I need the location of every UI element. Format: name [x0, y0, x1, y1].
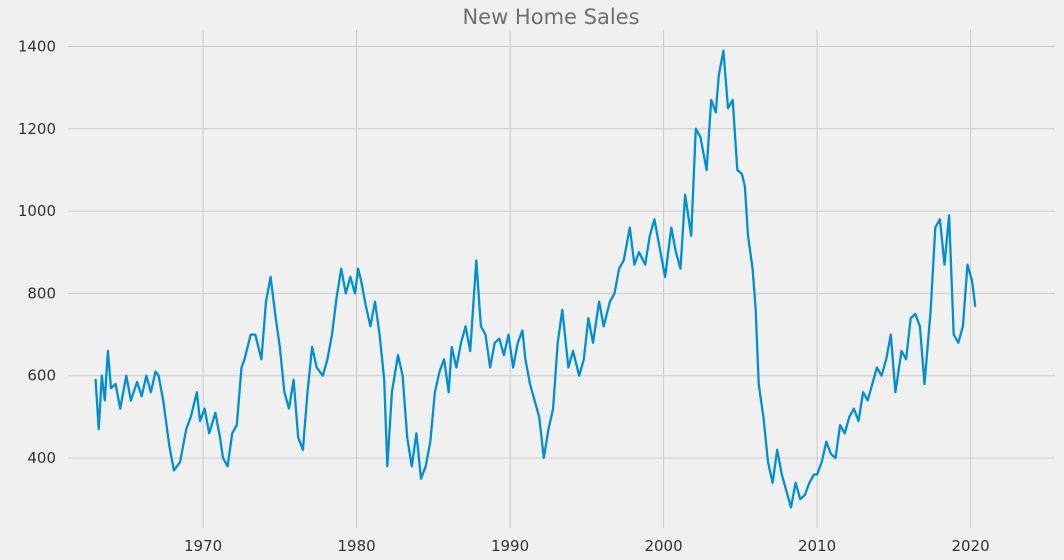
- y-tick-label: 1200: [18, 120, 56, 138]
- x-tick-label: 2000: [644, 537, 682, 555]
- y-tick-label: 1000: [18, 202, 56, 220]
- y-tick-label: 800: [27, 284, 56, 302]
- y-tick-label: 600: [27, 367, 56, 385]
- x-tick-label: 1990: [491, 537, 529, 555]
- x-tick-label: 1970: [184, 537, 222, 555]
- grid: [68, 30, 1055, 528]
- y-tick-label: 1400: [18, 37, 56, 55]
- x-tick-label: 2020: [951, 537, 989, 555]
- series-layer: [94, 49, 977, 509]
- chart-title: New Home Sales: [462, 5, 639, 29]
- series-line-new-home-sales: [94, 49, 977, 509]
- x-tick-label: 2010: [798, 537, 836, 555]
- x-tick-label: 1980: [337, 537, 375, 555]
- y-tick-label: 400: [27, 449, 56, 467]
- tick-labels: 400 600 800 1000 1200 1400 1970 1980 1990 2000 201…: [18, 37, 990, 555]
